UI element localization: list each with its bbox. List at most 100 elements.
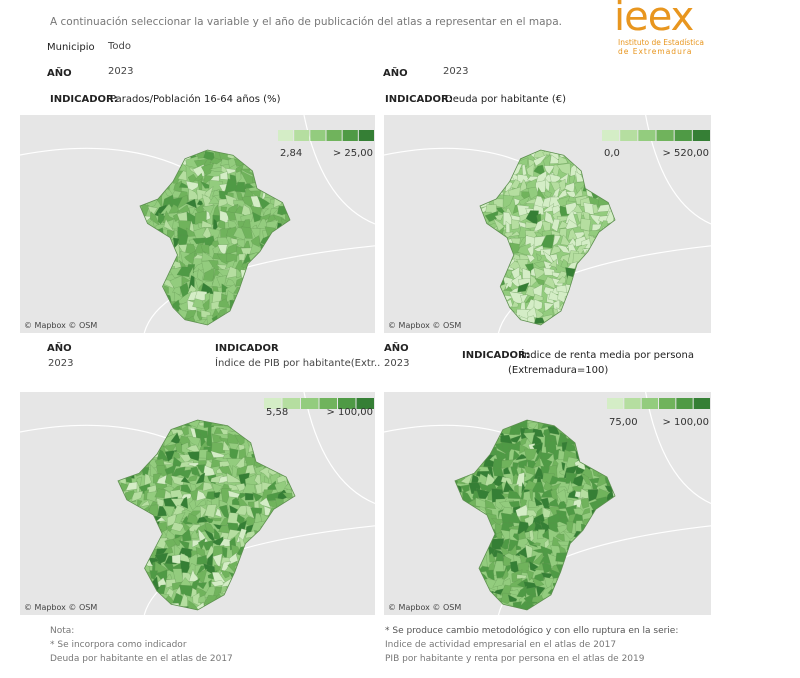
municipality xyxy=(188,420,200,424)
municipality xyxy=(219,569,230,579)
municipality xyxy=(199,505,207,520)
municipality xyxy=(508,186,521,197)
municipality xyxy=(251,211,263,223)
indicator-label: INDICADOR xyxy=(215,343,279,354)
municipality xyxy=(144,473,152,486)
indicator-value[interactable]: Índice de PIB por habitante(Extr.. xyxy=(215,358,381,369)
municipality xyxy=(533,153,548,167)
municipality xyxy=(530,274,539,288)
legend-max: > 25,00 xyxy=(333,148,373,159)
municipality xyxy=(187,462,202,467)
border-line xyxy=(20,147,198,176)
municipality xyxy=(574,231,588,241)
year-label: AÑO xyxy=(383,68,408,79)
municipality xyxy=(170,522,185,532)
logo: ieex xyxy=(614,0,694,40)
municipality xyxy=(188,206,196,216)
municipality xyxy=(216,237,230,247)
indicator-value[interactable]: Índice de renta media por persona xyxy=(521,350,695,361)
municipality xyxy=(154,552,169,564)
municipality xyxy=(580,218,591,232)
municipality xyxy=(613,212,615,224)
indicator-label: INDICADOR: xyxy=(385,94,453,105)
municipality xyxy=(192,237,207,245)
municipality xyxy=(500,538,510,550)
municipality xyxy=(527,244,535,258)
legend-swatch xyxy=(264,398,282,409)
map[interactable]: 75,00 > 100,00 © Mapbox © OSM xyxy=(384,392,711,615)
municipality xyxy=(558,172,569,184)
filter-value[interactable]: Todo xyxy=(108,41,131,52)
municipality xyxy=(202,298,210,312)
attribution: © Mapbox © OSM xyxy=(24,603,97,612)
municipality xyxy=(200,162,215,176)
municipality xyxy=(525,521,537,532)
legend-swatch xyxy=(620,130,638,141)
municipality xyxy=(201,220,213,228)
municipality xyxy=(172,536,183,547)
municipality xyxy=(179,460,194,468)
map[interactable]: 2,84 > 25,00 © Mapbox © OSM xyxy=(20,115,375,333)
municipality xyxy=(155,516,167,522)
municipality xyxy=(494,213,504,221)
municipality xyxy=(484,499,497,510)
year-value[interactable]: 2023 xyxy=(384,358,410,369)
municipality xyxy=(534,496,543,507)
municipality xyxy=(536,253,542,262)
municipality xyxy=(573,180,587,194)
year-value[interactable]: 2023 xyxy=(48,358,74,369)
legend-swatch xyxy=(693,398,710,409)
municipality xyxy=(501,459,515,469)
attribution: © Mapbox © OSM xyxy=(388,321,461,330)
legend-min: 0,0 xyxy=(604,148,620,159)
municipality xyxy=(544,302,555,313)
legend-max: > 520,00 xyxy=(662,148,709,159)
municipality xyxy=(551,271,563,278)
legend-max: > 100,00 xyxy=(662,417,709,428)
legend-swatch xyxy=(294,130,310,141)
municipality xyxy=(535,585,546,599)
municipality xyxy=(238,253,246,261)
municipality xyxy=(205,491,216,501)
municipality xyxy=(205,450,217,461)
municipality xyxy=(556,488,568,503)
municipality xyxy=(214,507,223,518)
municipality xyxy=(583,202,596,215)
legend-swatch xyxy=(342,130,358,141)
year-value[interactable]: 2023 xyxy=(108,66,134,77)
note: Deuda por habitante en el atlas de 2017 xyxy=(50,654,233,664)
legend-min: 5,58 xyxy=(266,407,288,418)
municipality xyxy=(531,576,545,588)
map[interactable]: 0,0 > 520,00 © Mapbox © OSM xyxy=(384,115,711,333)
municipality xyxy=(156,449,170,462)
year-value[interactable]: 2023 xyxy=(443,66,469,77)
municipality xyxy=(262,208,270,217)
municipality xyxy=(518,195,531,206)
legend-swatch xyxy=(659,398,676,409)
municipality xyxy=(516,574,527,579)
municipality xyxy=(492,577,505,588)
municipality xyxy=(500,546,510,556)
municipality xyxy=(234,170,242,184)
municipality xyxy=(168,204,181,214)
indicator-value[interactable]: Deuda por habitante (€) xyxy=(445,94,566,105)
map[interactable]: 5,58 > 100,00 © Mapbox © OSM xyxy=(20,392,375,615)
border-line xyxy=(303,392,375,505)
legend-swatch xyxy=(638,130,656,141)
municipality xyxy=(194,277,204,290)
indicator-value[interactable]: Parados/Población 16-64 años (%) xyxy=(110,94,281,105)
municipality xyxy=(511,300,519,308)
municipality xyxy=(157,212,167,225)
municipality xyxy=(549,245,561,256)
legend-swatch xyxy=(641,398,658,409)
legend-swatch xyxy=(624,398,641,409)
municipality xyxy=(225,210,236,221)
municipality xyxy=(548,258,557,271)
attribution: © Mapbox © OSM xyxy=(388,603,461,612)
municipality xyxy=(540,234,555,249)
legend-swatch xyxy=(282,398,300,409)
indicator-label: INDICADOR: xyxy=(50,94,118,105)
municipality xyxy=(210,442,226,454)
municipality xyxy=(502,194,514,209)
municipality xyxy=(533,266,547,280)
